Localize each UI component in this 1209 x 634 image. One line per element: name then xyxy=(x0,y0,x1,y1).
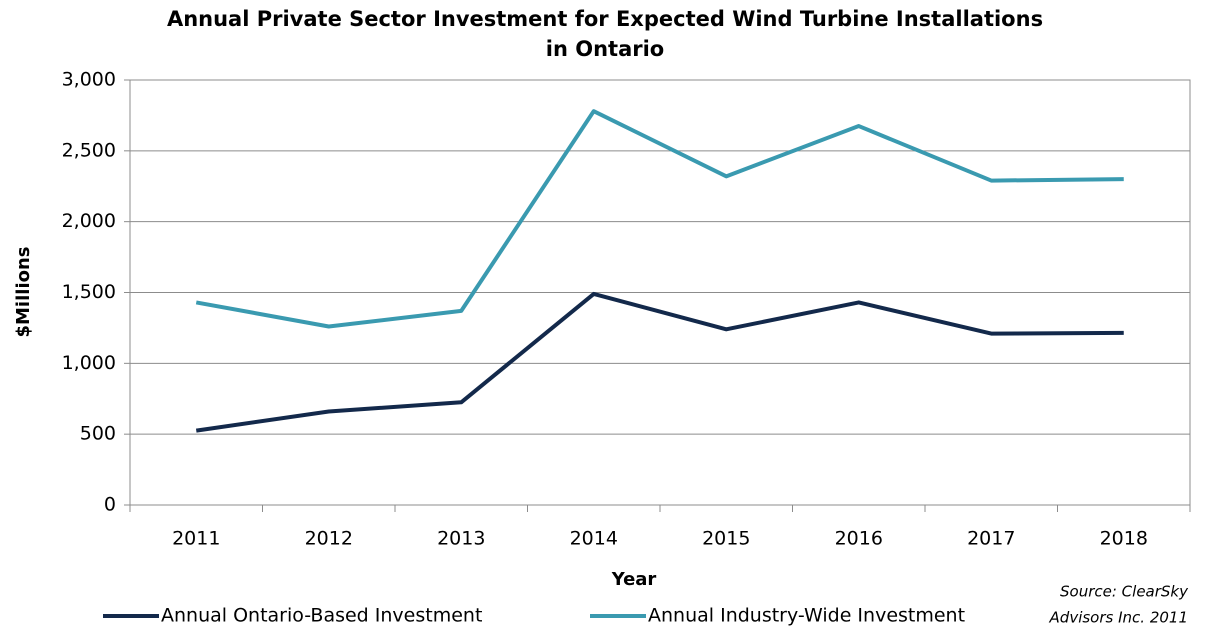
y-axis-title: $Millions xyxy=(13,246,34,337)
source-note: Source: ClearSky xyxy=(1060,583,1189,601)
x-tick-label: 2012 xyxy=(305,528,353,550)
y-tick-label: 2,000 xyxy=(62,210,116,232)
y-tick-label: 1,500 xyxy=(62,281,116,303)
x-tick-label: 2013 xyxy=(437,528,485,550)
x-tick-label: 2011 xyxy=(172,528,220,550)
chart-title: in Ontario xyxy=(546,37,664,61)
x-tick-label: 2015 xyxy=(702,528,750,550)
x-tick-label: 2014 xyxy=(570,528,618,550)
y-tick-label: 3,000 xyxy=(62,69,116,91)
source-note: Advisors Inc. 2011 xyxy=(1049,609,1188,627)
x-tick-label: 2016 xyxy=(835,528,883,550)
x-axis-title: Year xyxy=(611,569,657,590)
y-tick-label: 1,000 xyxy=(62,352,116,374)
y-tick-label: 0 xyxy=(104,494,116,516)
y-tick-label: 2,500 xyxy=(62,139,116,161)
y-tick-label: 500 xyxy=(80,423,116,445)
legend-label: Annual Industry-Wide Investment xyxy=(648,605,965,627)
data-line xyxy=(195,291,1124,433)
x-tick-label: 2018 xyxy=(1100,528,1148,550)
legend-label: Annual Ontario-Based Investment xyxy=(161,605,482,627)
x-tick-label: 2017 xyxy=(967,528,1015,550)
chart-title: Annual Private Sector Investment for Exp… xyxy=(167,7,1043,31)
data-line xyxy=(195,109,1124,329)
